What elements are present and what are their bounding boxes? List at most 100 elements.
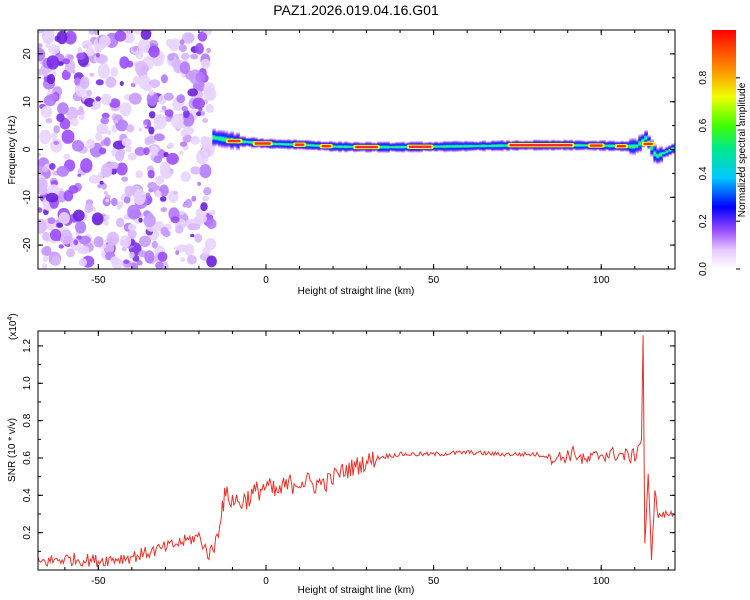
noise-blob <box>41 166 49 173</box>
noise-blob <box>70 118 79 127</box>
noise-blob <box>111 197 118 207</box>
noise-blob <box>136 260 143 266</box>
signal-band-segment <box>443 140 447 153</box>
noise-blob <box>171 58 182 69</box>
signal-band-segment <box>476 141 480 151</box>
noise-blob <box>190 234 195 238</box>
noise-blob <box>106 231 120 246</box>
noise-blob <box>203 87 217 101</box>
noise-blob <box>58 212 70 225</box>
noise-blob <box>148 45 160 58</box>
noise-blob <box>41 246 51 256</box>
noise-blob <box>191 195 197 202</box>
noise-blob <box>53 140 60 145</box>
noise-blob <box>45 118 53 124</box>
signal-band-segment <box>341 142 345 152</box>
noise-blob <box>59 229 73 245</box>
noise-blob <box>92 101 98 107</box>
colorbar-tick-label: 0.0 <box>698 262 709 276</box>
signal-band-segment <box>584 140 588 150</box>
signal-band-segment <box>458 140 462 152</box>
noise-blob <box>77 245 90 255</box>
signal-band-segment <box>467 140 471 152</box>
noise-blob <box>148 79 161 88</box>
noise-blob <box>167 53 175 61</box>
noise-blob <box>119 102 132 117</box>
noise-blob <box>86 89 92 96</box>
signal-band-segment <box>578 139 582 151</box>
spectrogram-panel: -50 0 50 100 -20 -10 0 10 20 Height of straight … <box>7 29 676 297</box>
noise-blob <box>135 50 144 60</box>
noise-blob <box>116 217 125 228</box>
noise-blob <box>110 67 119 77</box>
noise-blob <box>148 90 155 96</box>
noise-blob <box>129 251 135 259</box>
noise-blob <box>113 119 119 124</box>
noise-blob <box>197 181 202 186</box>
noise-blob <box>95 96 101 102</box>
noise-blob <box>135 170 144 179</box>
noise-blob <box>95 132 103 142</box>
noise-blob <box>45 192 59 203</box>
signal-band-segment <box>644 129 648 147</box>
noise-blob <box>53 125 60 134</box>
noise-blob <box>146 212 154 221</box>
noise-blob <box>208 209 216 216</box>
signal-band-segment <box>305 139 309 151</box>
noise-blob <box>121 176 129 182</box>
noise-blob <box>138 217 143 223</box>
noise-blob <box>49 228 62 241</box>
noise-blob <box>97 184 102 189</box>
noise-blob <box>48 44 61 55</box>
noise-blob <box>78 258 87 267</box>
noise-blob <box>160 109 165 113</box>
noise-blob <box>103 191 108 195</box>
noise-blob <box>154 114 167 130</box>
signal-band-segment <box>350 142 354 152</box>
noise-blob <box>143 147 150 156</box>
signal-band-segment <box>215 130 219 146</box>
noise-blob <box>87 204 94 212</box>
noise-blob <box>47 217 56 225</box>
signal-peak-streak <box>355 145 378 149</box>
signal-band-segment <box>389 142 393 152</box>
noise-blob <box>139 235 151 247</box>
signal-band-segment <box>224 130 228 149</box>
noise-blob <box>170 216 180 224</box>
noise-blob <box>144 250 155 264</box>
noise-blob <box>180 171 191 182</box>
noise-blob <box>66 106 79 121</box>
noise-blob <box>178 210 185 216</box>
noise-blob <box>38 68 45 76</box>
noise-blob <box>95 52 100 58</box>
signal-band-segment <box>668 144 672 156</box>
noise-blob <box>142 84 152 92</box>
noise-blob <box>148 126 155 135</box>
noise-blob <box>127 229 137 239</box>
noise-blob <box>147 135 156 145</box>
noise-blob <box>163 92 174 101</box>
x-tick-label: 50 <box>428 275 440 286</box>
noise-blob <box>153 155 162 164</box>
noise-blob <box>190 166 201 175</box>
signal-band-segment <box>248 137 252 148</box>
y-tick-label: -20 <box>22 237 33 252</box>
signal-band-segment <box>401 141 405 153</box>
colorbar: 0.0 0.2 0.4 0.6 0.8 Normalized spectral ampl… <box>698 30 748 276</box>
signal-peak-streak <box>254 142 271 145</box>
y-tick-label: 10 <box>22 96 33 108</box>
noise-blob <box>134 30 140 35</box>
signal-band-segment <box>671 143 675 155</box>
noise-blob <box>42 255 49 262</box>
noise-blob <box>155 261 164 269</box>
noise-blob <box>200 111 206 116</box>
noise-blob <box>88 30 95 35</box>
noise-blob <box>178 44 187 52</box>
spectrogram-ylabel: Frequency (Hz) <box>7 116 18 185</box>
signal-peak-streak <box>321 145 331 148</box>
signal-band-segment <box>638 134 642 153</box>
noise-blob <box>123 259 130 265</box>
noise-blob <box>138 127 143 132</box>
signal-band-segment <box>479 140 483 152</box>
signal-band-segment <box>605 141 609 151</box>
